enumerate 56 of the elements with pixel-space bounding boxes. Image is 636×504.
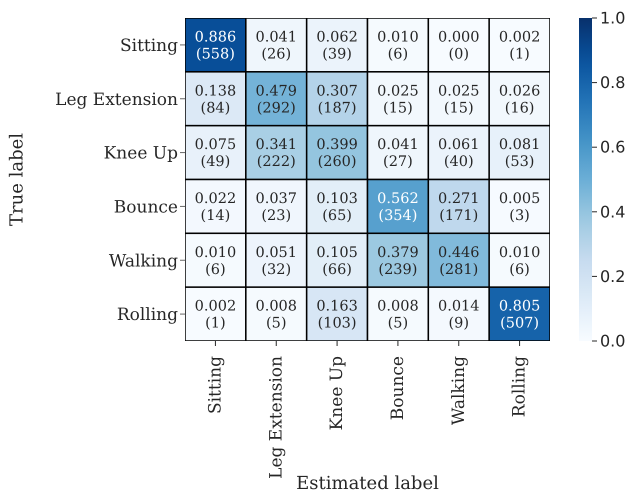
data-label: 0.041 (26)	[255, 29, 298, 62]
data-label: 0.026 (16)	[498, 83, 540, 116]
data-label: 0.886 (558)	[194, 29, 236, 62]
x-tick-label: Sitting	[205, 356, 226, 414]
x-tick-label: Bounce	[388, 356, 408, 420]
x-axis-title: Estimated label	[296, 473, 440, 494]
color-bar-label: 0.2	[600, 266, 626, 286]
y-tick-label: Bounce	[114, 197, 178, 218]
y-tick-label: Leg Extension	[55, 90, 178, 110]
data-label: 0.005 (3)	[498, 190, 540, 224]
data-label: 0.399 (260)	[316, 137, 358, 170]
data-label: 0.014 (9)	[438, 298, 480, 332]
y-tick-label: Knee Up	[104, 144, 178, 164]
data-label: 0.008 (5)	[377, 298, 419, 332]
data-label: 0.037 (23)	[255, 190, 298, 224]
data-label: 0.103 (65)	[316, 190, 358, 224]
data-label: 0.061 (40)	[438, 137, 480, 170]
data-label: 0.010 (6)	[194, 244, 236, 278]
color-bar-label: 0.6	[600, 138, 626, 157]
data-label: 0.022 (14)	[194, 190, 236, 224]
x-tick-label: Leg Extension	[266, 356, 286, 479]
data-label: 0.051 (32)	[255, 244, 298, 278]
data-label: 0.025 (15)	[438, 83, 480, 116]
data-label: 0.010 (6)	[377, 29, 419, 62]
data-label: 0.000 (0)	[438, 29, 480, 62]
data-label: 0.138 (84)	[194, 83, 236, 116]
y-axis-title: True label	[6, 132, 28, 226]
data-label: 0.081 (53)	[498, 137, 540, 170]
color-bar-label: 1.0	[600, 8, 626, 28]
y-tick-label: Sitting	[120, 36, 178, 56]
color-bar-label: 0.0	[600, 332, 626, 350]
x-tick-label: Walking	[448, 356, 469, 426]
data-label: 0.002 (1)	[194, 298, 236, 332]
data-label: 0.002 (1)	[498, 29, 540, 62]
y-tick-label: Walking	[108, 251, 178, 272]
data-label: 0.075 (49)	[194, 137, 236, 170]
data-label: 0.105 (66)	[316, 244, 358, 278]
data-label: 0.805 (507)	[498, 298, 540, 332]
data-label: 0.025 (15)	[377, 83, 419, 116]
data-label: 0.008 (5)	[255, 298, 298, 332]
data-label: 0.379 (239)	[377, 244, 419, 278]
data-label: 0.479 (292)	[255, 83, 298, 116]
x-tick-label: Knee Up	[327, 356, 348, 430]
data-label: 0.446 (281)	[438, 244, 480, 278]
data-label: 0.307 (187)	[316, 83, 358, 116]
data-label: 0.271 (171)	[438, 190, 480, 224]
data-label: 0.062 (39)	[316, 29, 358, 62]
y-tick-label: Rolling	[116, 305, 178, 326]
data-label: 0.341 (222)	[255, 137, 298, 170]
color-bar-label: 0.4	[600, 202, 626, 222]
x-tick-label: Rolling	[510, 356, 530, 418]
data-label: 0.163 (103)	[316, 298, 358, 332]
data-label: 0.041 (27)	[377, 137, 419, 170]
data-label: 0.010 (6)	[498, 244, 540, 278]
color-bar-label: 0.8	[600, 73, 626, 92]
data-label: 0.562 (354)	[377, 190, 419, 224]
